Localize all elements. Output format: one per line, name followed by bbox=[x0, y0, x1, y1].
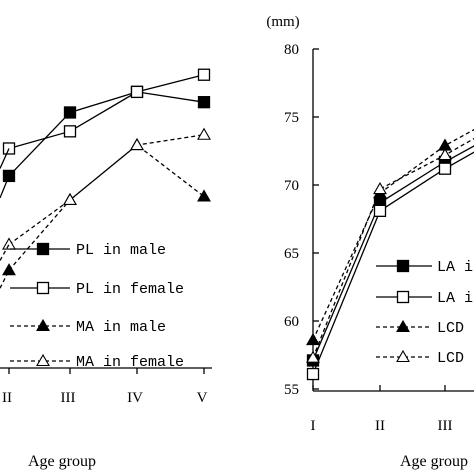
right-legend-marker bbox=[396, 259, 410, 273]
right-legend-label-la-filled: LA i bbox=[437, 259, 473, 276]
right-data-point bbox=[306, 367, 320, 381]
right-data-point bbox=[373, 204, 387, 217]
left-series-lead-in bbox=[0, 269, 10, 289]
left-legend-label-pl-female: PL in female bbox=[76, 281, 184, 298]
left-x-tick-label: V bbox=[197, 390, 208, 406]
left-data-point bbox=[130, 137, 144, 151]
right-y-tick-label: 60 bbox=[284, 314, 299, 330]
left-legend-marker bbox=[36, 318, 50, 332]
right-legend-marker bbox=[396, 349, 410, 363]
right-x-tick-label: II bbox=[375, 418, 385, 434]
left-series-line bbox=[8, 134, 205, 246]
left-data-point bbox=[197, 96, 211, 109]
left-series-lead-in bbox=[0, 175, 10, 199]
right-y-tick-label: 75 bbox=[284, 110, 299, 126]
left-legend-label-ma-female: MA in female bbox=[76, 354, 184, 371]
left-legend-marker bbox=[36, 242, 50, 256]
left-x-tick-label: II bbox=[2, 390, 12, 406]
right-legend-label-la-open: LA i bbox=[437, 290, 473, 307]
right-legend-label-lcd-filled: LCD bbox=[437, 320, 464, 337]
right-series-line bbox=[312, 137, 474, 358]
right-data-point bbox=[438, 147, 452, 161]
right-x-tick-label: III bbox=[438, 418, 453, 434]
right-data-point bbox=[438, 162, 452, 175]
left-series-lead-in bbox=[0, 148, 10, 169]
left-data-point bbox=[63, 125, 77, 138]
left-legend-marker bbox=[36, 281, 50, 295]
left-x-axis-label: Age group bbox=[28, 453, 96, 470]
left-series-lead-in bbox=[0, 244, 10, 261]
left-data-point bbox=[2, 263, 16, 276]
left-data-point bbox=[130, 85, 144, 99]
left-x-tick-label: IV bbox=[127, 390, 143, 406]
right-data-point bbox=[306, 350, 320, 363]
left-legend-marker bbox=[36, 353, 50, 367]
left-legend-label-ma-male: MA in male bbox=[76, 319, 166, 336]
left-data-point bbox=[63, 106, 77, 119]
left-legend-label-pl-male: PL in male bbox=[76, 242, 166, 259]
right-y-tick-label: 80 bbox=[284, 42, 299, 58]
right-legend-marker bbox=[396, 319, 410, 333]
right-y-tick-label: 65 bbox=[284, 246, 299, 262]
right-series-line bbox=[312, 145, 474, 361]
left-data-point bbox=[197, 127, 211, 140]
right-legend-label-lcd-open: LCD bbox=[437, 350, 464, 367]
left-data-point bbox=[63, 192, 77, 205]
right-x-tick-label: I bbox=[311, 418, 316, 434]
left-series-line bbox=[8, 74, 205, 150]
right-data-point bbox=[306, 332, 320, 346]
right-y-tick-label: 55 bbox=[284, 382, 299, 398]
left-series-line bbox=[8, 144, 205, 271]
left-x-tick-label: III bbox=[61, 390, 76, 406]
right-series-line bbox=[312, 151, 474, 375]
right-y-tick-label: 70 bbox=[284, 178, 299, 194]
left-chart-panel: II III IV V bbox=[0, 68, 212, 406]
right-legend-marker bbox=[396, 290, 410, 304]
right-y-unit-label: (mm) bbox=[266, 14, 299, 30]
right-x-axis-label: Age group bbox=[400, 453, 468, 470]
right-data-point bbox=[373, 181, 387, 195]
left-data-point bbox=[197, 68, 211, 81]
left-series-line bbox=[8, 91, 205, 177]
left-data-point bbox=[197, 189, 211, 202]
right-series-line bbox=[312, 128, 474, 341]
left-data-point bbox=[2, 237, 16, 250]
